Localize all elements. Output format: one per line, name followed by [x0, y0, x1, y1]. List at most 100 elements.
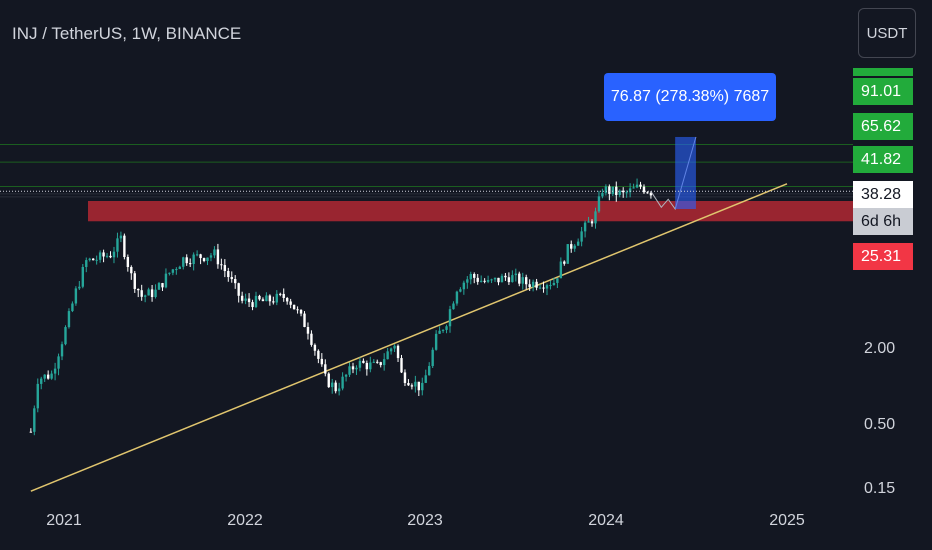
- candle-body: [507, 277, 511, 283]
- measure-box: [675, 136, 696, 210]
- candle-body: [105, 255, 109, 257]
- candle-body: [178, 266, 181, 270]
- candle-body: [251, 302, 254, 308]
- candle-body: [164, 273, 168, 288]
- candle-body: [344, 374, 348, 377]
- candle-body: [382, 359, 386, 366]
- chart-title: INJ / TetherUS, 1W, BINANCE: [12, 24, 242, 43]
- tp3-price-label: 91.01: [853, 78, 913, 105]
- candle-body: [123, 235, 126, 257]
- candle-body: [351, 366, 355, 370]
- candle-body: [372, 361, 375, 363]
- countdown-label: 6d 6h: [853, 208, 913, 235]
- candle-body: [209, 255, 213, 258]
- candle-body: [649, 192, 653, 196]
- candle-body: [53, 368, 57, 374]
- candle-body: [234, 279, 237, 284]
- candle-body: [29, 431, 33, 433]
- candle-body: [576, 241, 580, 246]
- candle-body: [621, 190, 625, 193]
- candle-body: [147, 289, 150, 296]
- candle-body: [46, 374, 50, 379]
- candle-body: [452, 303, 455, 310]
- candle-body: [71, 303, 74, 312]
- candle-body: [358, 360, 362, 368]
- candle-body: [244, 298, 247, 301]
- candle-body: [292, 304, 296, 310]
- candle-body: [199, 254, 202, 259]
- candle-body: [334, 382, 337, 392]
- candle-body: [646, 192, 649, 194]
- candle-body: [192, 254, 195, 265]
- candle-body: [466, 279, 469, 283]
- candle-body: [265, 295, 268, 302]
- candle-body: [143, 295, 147, 297]
- candle-body: [525, 277, 528, 285]
- candle-body: [195, 254, 199, 256]
- candle-body: [268, 295, 272, 302]
- candle-body: [618, 190, 621, 195]
- candle-body: [306, 326, 310, 334]
- candle-body: [102, 252, 105, 257]
- candle-body: [206, 257, 209, 261]
- candle-body: [348, 366, 351, 375]
- candle-body: [161, 283, 164, 288]
- candle-body: [469, 273, 472, 280]
- candle-body: [473, 273, 476, 278]
- candle-body: [116, 238, 119, 252]
- y-tick-label: 0.15: [864, 480, 896, 497]
- candle-body: [355, 367, 358, 370]
- candle-body: [337, 388, 341, 392]
- candle-body: [227, 271, 230, 278]
- candle-body: [521, 277, 524, 284]
- candle-body: [130, 267, 133, 274]
- candle-body: [424, 375, 427, 383]
- candle-body: [414, 381, 417, 387]
- candle-body: [386, 351, 389, 360]
- candle-body: [296, 309, 299, 311]
- candle-body: [324, 364, 327, 374]
- candle-body: [514, 273, 518, 276]
- candle-body: [559, 261, 563, 279]
- candle-body: [500, 275, 504, 283]
- candle-body: [417, 381, 421, 391]
- candle-body: [590, 221, 594, 224]
- candle-body: [341, 376, 344, 389]
- candle-body: [379, 362, 382, 366]
- y-tick-label: 2.00: [864, 340, 896, 357]
- candle-body: [389, 348, 393, 352]
- candle-body: [85, 260, 88, 267]
- candle-body: [369, 362, 372, 370]
- candle-body: [126, 256, 130, 268]
- candle-body: [88, 258, 91, 261]
- candle-body: [310, 333, 313, 345]
- candle-body: [320, 358, 324, 365]
- candle-body: [528, 284, 531, 288]
- candle-body: [545, 285, 549, 289]
- candle-body: [237, 283, 240, 296]
- candle-body: [570, 244, 573, 249]
- candle-body: [98, 252, 102, 260]
- candle-body: [254, 295, 258, 308]
- candle-body: [289, 301, 292, 305]
- candle-body: [542, 287, 545, 289]
- candle-body: [448, 309, 452, 327]
- candle-body: [393, 345, 396, 349]
- current-price-label: 38.28: [853, 181, 913, 208]
- tp2-price-label: 65.62: [853, 113, 913, 140]
- candle-body: [441, 329, 445, 331]
- candle-body: [611, 186, 615, 194]
- candle-body: [455, 291, 459, 304]
- candle-body: [376, 361, 379, 363]
- candle-body: [74, 288, 78, 304]
- candle-body: [594, 211, 597, 224]
- candle-body: [635, 184, 639, 188]
- currency-button[interactable]: USDT: [858, 8, 916, 58]
- candle-body: [556, 278, 559, 283]
- candle-body: [230, 277, 233, 280]
- candle-body: [407, 382, 410, 386]
- x-tick-label: 2024: [588, 512, 624, 529]
- candle-body: [639, 184, 642, 187]
- candle-body: [317, 350, 320, 359]
